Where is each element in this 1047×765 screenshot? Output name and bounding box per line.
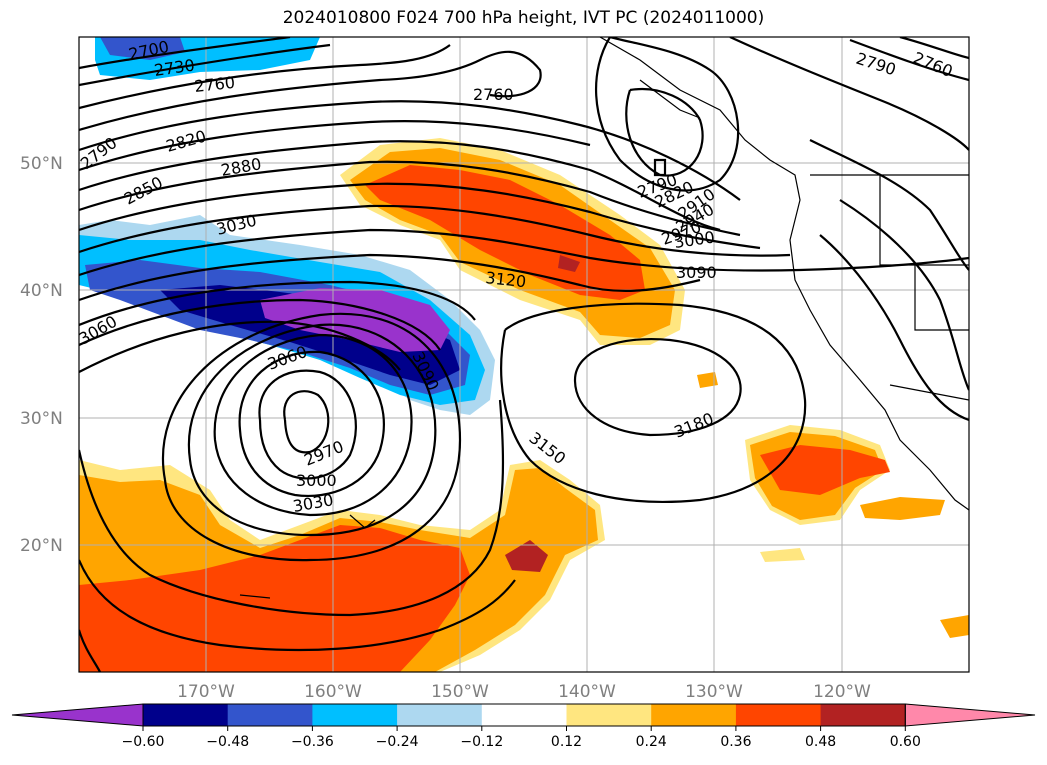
colorbar-swatch	[566, 704, 652, 726]
map-frame	[78, 36, 970, 673]
colorbar-swatch	[481, 704, 567, 726]
colorbar-tick-label: 0.60	[890, 734, 921, 750]
colorbar: −0.60 −0.48 −0.36 −0.24 −0.12 0.12 0.24 0.36 0.4…	[11, 703, 1036, 750]
lon-label: 160°W	[304, 682, 362, 702]
colorbar-swatch	[227, 704, 313, 726]
colorbar-tick-label: −0.48	[206, 734, 249, 750]
lat-label: 50°N	[20, 154, 63, 174]
longitude-labels: 170°W 160°W 150°W 140°W 130°W 120°W	[177, 682, 871, 702]
map-panel: 2700 2730 2760 2760 2790 2760 2790 2820 …	[79, 37, 969, 672]
map-title: 2024010800 F024 700 hPa height, IVT PC (…	[282, 8, 765, 28]
colorbar-tick-label: 0.12	[551, 734, 582, 750]
colorbar-swatch	[312, 704, 398, 726]
colorbar-swatch	[397, 704, 483, 726]
colorbar-swatch	[820, 704, 906, 726]
lat-label: 40°N	[20, 281, 63, 301]
colorbar-swatch	[143, 704, 229, 726]
colorbar-tick-label: −0.12	[460, 734, 503, 750]
colorbar-tick-label: 0.24	[636, 734, 667, 750]
contour-label: 3000	[296, 471, 337, 490]
colorbar-tick-label: 0.36	[720, 734, 751, 750]
colorbar-frame	[142, 703, 906, 727]
graticule	[79, 37, 969, 672]
colorbar-swatch	[651, 704, 737, 726]
contour-label: 2760	[473, 85, 514, 104]
colorbar-arrow-left	[11, 703, 144, 727]
lon-label: 150°W	[431, 682, 489, 702]
height-contours	[79, 37, 969, 672]
lon-label: 120°W	[813, 682, 871, 702]
contour-label: 2760	[193, 73, 235, 96]
colorbar-tick-label: −0.60	[122, 734, 165, 750]
contour-label: 3120	[485, 268, 527, 291]
contour-label: 3090	[676, 263, 717, 282]
lat-label: 20°N	[20, 536, 63, 556]
colorbar-swatch	[735, 704, 822, 726]
lat-label: 30°N	[20, 409, 63, 429]
coastline	[239, 37, 969, 599]
lon-label: 170°W	[177, 682, 235, 702]
lon-label: 130°W	[685, 682, 743, 702]
lon-label: 140°W	[558, 682, 616, 702]
latitude-labels: 50°N 40°N 30°N 20°N	[20, 154, 63, 556]
colorbar-tick-label: −0.24	[376, 734, 419, 750]
colorbar-arrow-right	[904, 703, 1036, 727]
colorbar-tick-label: −0.36	[291, 734, 334, 750]
colorbar-tick-label: 0.48	[805, 734, 836, 750]
